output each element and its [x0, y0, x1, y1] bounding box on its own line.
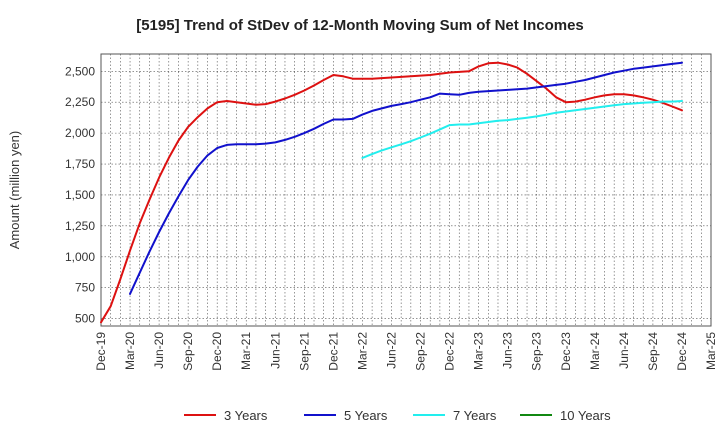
- y-tick-label: 2,500: [65, 64, 95, 78]
- y-axis-ticks: 500 750 1,000 1,250 1,500 1,750 2,000 2,250 2,50…: [65, 64, 95, 325]
- chart-title: [5195] Trend of StDev of 12-Month Moving…: [136, 17, 584, 34]
- series-line-3-years: [100, 61, 683, 324]
- y-tick-label: 750: [75, 281, 95, 295]
- x-tick-label: Jun-20: [152, 332, 166, 369]
- y-tick-label: 1,750: [65, 157, 95, 171]
- x-tick-label: Mar-24: [588, 332, 602, 370]
- x-tick-label: Dec-22: [443, 332, 457, 371]
- series-lines: [100, 61, 683, 324]
- y-axis-title: Amount (million yen): [7, 131, 22, 250]
- x-tick-label: Dec-21: [326, 332, 340, 371]
- x-tick-label: Sep-21: [297, 332, 311, 371]
- legend: 3 Years 5 Years 7 Years 10 Years: [184, 408, 611, 423]
- legend-label: 10 Years: [560, 408, 611, 423]
- legend-label: 5 Years: [344, 408, 388, 423]
- legend-label: 7 Years: [453, 408, 497, 423]
- grid: [101, 54, 711, 326]
- x-tick-label: Dec-20: [210, 332, 224, 371]
- series-line-5-years: [129, 61, 683, 295]
- x-tick-label: Sep-20: [181, 332, 195, 371]
- plot-area-frame: [100, 53, 712, 327]
- x-tick-label: Mar-20: [123, 332, 137, 370]
- x-tick-label: Mar-23: [472, 332, 486, 370]
- series-line-7-years: [361, 100, 683, 159]
- x-tick-label: Dec-24: [675, 332, 689, 371]
- y-tick-label: 2,000: [65, 126, 95, 140]
- y-tick-label: 2,250: [65, 95, 95, 109]
- x-tick-label: Sep-23: [530, 332, 544, 371]
- x-tick-label: Jun-21: [268, 332, 282, 369]
- y-tick-label: 1,000: [65, 250, 95, 264]
- y-tick-label: 1,500: [65, 188, 95, 202]
- x-tick-label: Jun-23: [501, 332, 515, 369]
- x-tick-label: Sep-24: [646, 332, 660, 371]
- x-tick-label: Mar-25: [704, 332, 718, 370]
- x-tick-label: Mar-22: [355, 332, 369, 370]
- x-tick-label: Jun-24: [617, 332, 631, 369]
- x-axis-ticks: Dec-19 Mar-20 Jun-20 Sep-20 Dec-20 Mar-21 Jun-…: [94, 332, 718, 371]
- x-tick-label: Sep-22: [414, 332, 428, 371]
- y-tick-label: 1,250: [65, 219, 95, 233]
- x-tick-label: Dec-23: [559, 332, 573, 371]
- x-tick-label: Mar-21: [239, 332, 253, 370]
- legend-label: 3 Years: [224, 408, 268, 423]
- x-tick-label: Dec-19: [94, 332, 108, 371]
- x-tick-label: Jun-22: [384, 332, 398, 369]
- y-tick-label: 500: [75, 312, 95, 326]
